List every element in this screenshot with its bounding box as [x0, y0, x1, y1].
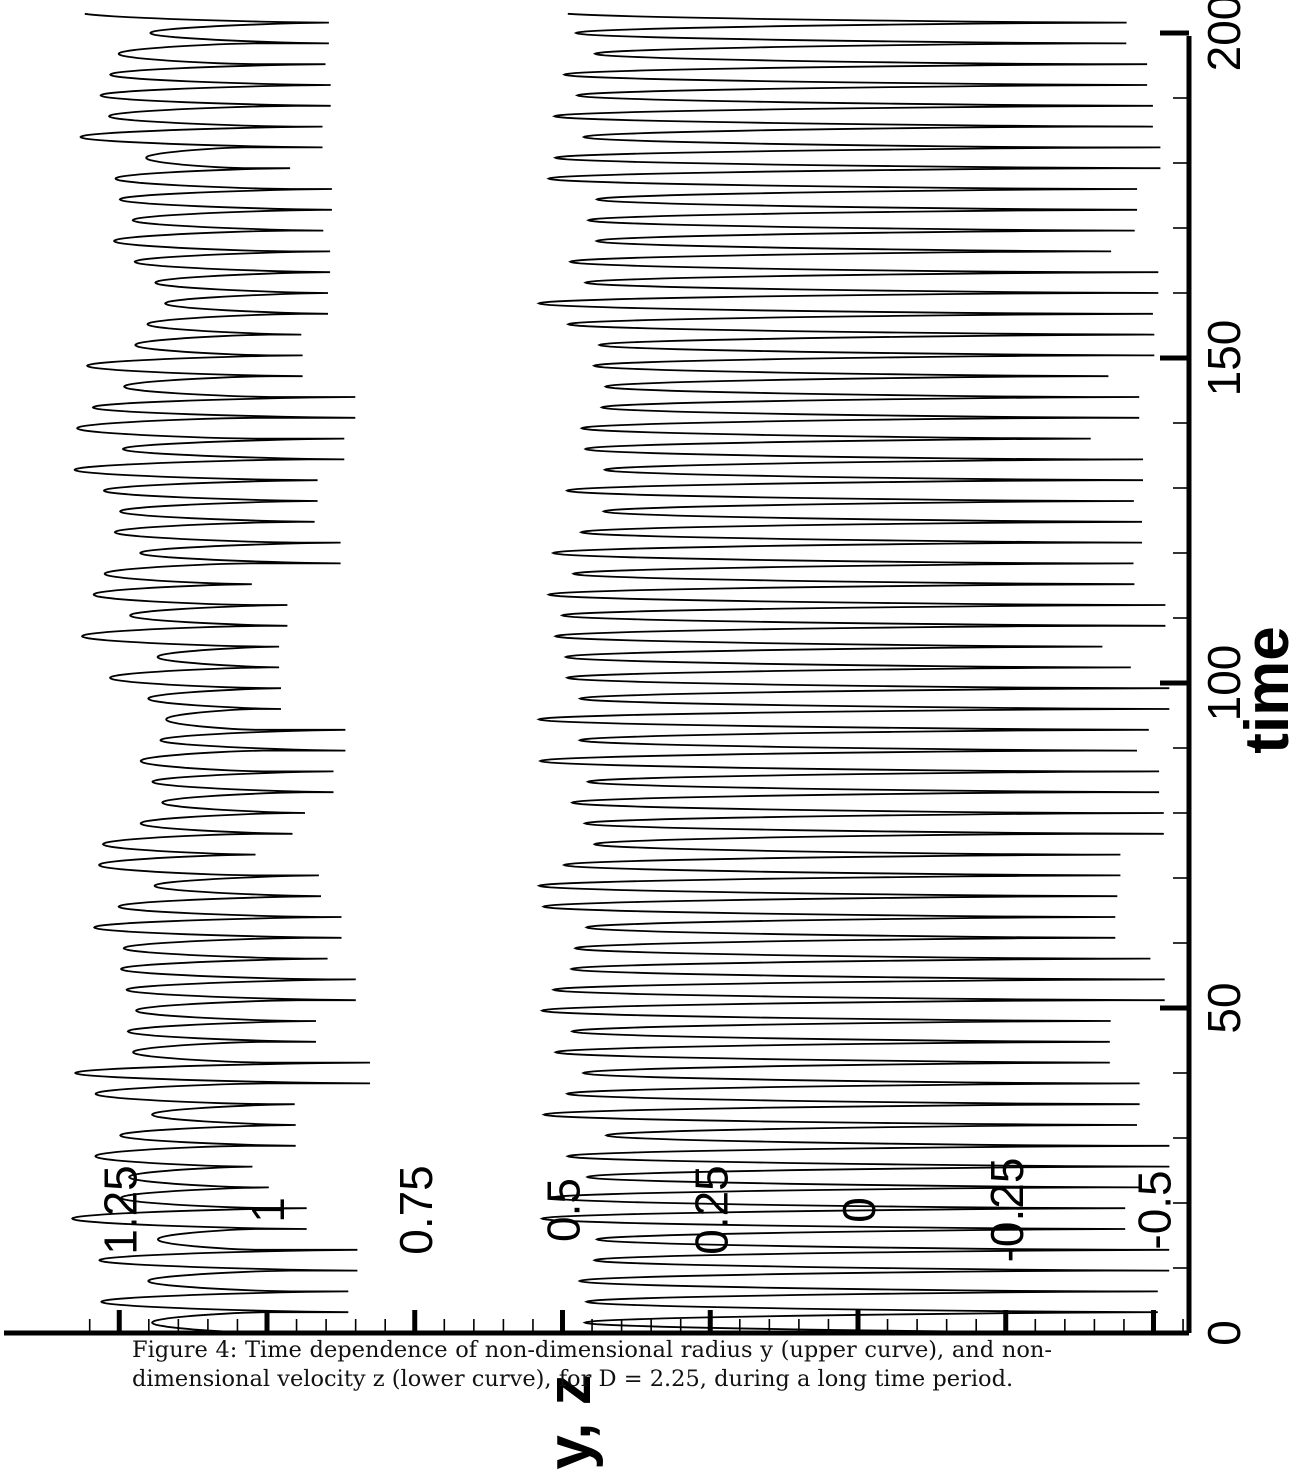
x-axis-title: time	[1233, 626, 1302, 753]
value-tick-label: 0	[833, 1197, 885, 1223]
caption-text: Time dependence of non-dimensional radiu…	[132, 1337, 1052, 1392]
time-tick-label: 0	[1198, 1320, 1250, 1346]
time-tick-label: 150	[1198, 320, 1250, 397]
time-tick-label: 50	[1198, 982, 1250, 1033]
y-axis-title: y, z	[535, 1374, 604, 1469]
series-line-lower	[536, 12, 1170, 1334]
figure-caption: Figure 4: Time dependence of non-dimensi…	[132, 1336, 1052, 1394]
value-tick-label: 0.25	[685, 1165, 737, 1255]
value-tick-label: -0.25	[981, 1158, 1033, 1263]
value-tick-label: -0.5	[1129, 1170, 1181, 1249]
value-tick-label: 1	[242, 1197, 294, 1223]
time-tick-label: 100	[1198, 645, 1250, 722]
series-line-upper	[71, 12, 371, 1334]
tick-labels: 1.25 1 0.75 0.5 0.25 0 -0.25 -0.5 0 50 100 150 200	[94, 0, 1250, 1346]
axes	[4, 30, 1192, 1336]
series-layer	[71, 12, 1170, 1334]
time-tick-label: 200	[1198, 0, 1250, 71]
value-tick-label: 0.5	[538, 1178, 590, 1242]
caption-label: Figure 4:	[132, 1337, 238, 1363]
value-tick-label: 0.75	[390, 1165, 442, 1255]
value-tick-label: 1.25	[94, 1165, 146, 1255]
